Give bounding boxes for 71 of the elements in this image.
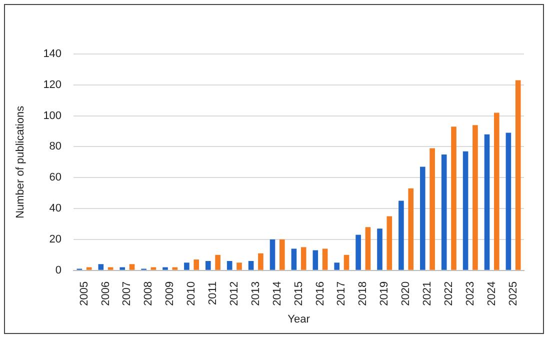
y-axis-title: Number of publications bbox=[14, 105, 27, 218]
bar bbox=[172, 267, 178, 270]
bar bbox=[226, 261, 232, 270]
bar bbox=[506, 132, 512, 270]
x-tick-label: 2005 bbox=[78, 281, 90, 306]
bar bbox=[377, 228, 382, 270]
x-tick-label: 2014 bbox=[271, 281, 284, 306]
y-tick-label: 100 bbox=[43, 110, 62, 122]
x-tick-label: 2022 bbox=[442, 281, 455, 306]
bar bbox=[365, 227, 371, 270]
x-tick-label: 2016 bbox=[314, 281, 326, 306]
x-tick-label: 2012 bbox=[228, 281, 240, 306]
bar bbox=[248, 261, 254, 270]
bar bbox=[322, 248, 328, 270]
x-tick-label: 2006 bbox=[100, 281, 112, 306]
bar bbox=[98, 264, 104, 270]
x-tick-label: 2024 bbox=[486, 281, 498, 306]
x-tick-label: 2023 bbox=[464, 281, 476, 306]
bar bbox=[280, 239, 285, 270]
y-tick-label: 60 bbox=[49, 172, 62, 184]
bar bbox=[441, 154, 447, 270]
y-tick-label: 120 bbox=[43, 78, 62, 91]
bar bbox=[312, 250, 318, 270]
x-axis-title: Year bbox=[288, 313, 310, 326]
x-tick-label: 2021 bbox=[422, 281, 434, 306]
bar bbox=[184, 262, 190, 270]
x-tick-label: 2017 bbox=[336, 281, 348, 306]
y-tick-label: 20 bbox=[49, 233, 62, 246]
bar bbox=[515, 80, 521, 270]
bar bbox=[215, 254, 220, 270]
bar bbox=[462, 151, 468, 270]
bar bbox=[236, 262, 242, 270]
x-tick-label: 2018 bbox=[357, 281, 370, 306]
bar bbox=[150, 267, 156, 270]
bar bbox=[484, 134, 490, 270]
bar bbox=[258, 253, 264, 270]
bar bbox=[205, 261, 211, 270]
bar bbox=[494, 112, 500, 270]
x-tick-label: 2007 bbox=[121, 281, 134, 306]
y-tick-label: 40 bbox=[49, 202, 62, 215]
bar bbox=[451, 126, 456, 270]
bar bbox=[194, 260, 200, 270]
bar bbox=[162, 267, 168, 270]
y-tick-label: 140 bbox=[43, 48, 62, 60]
bar bbox=[420, 166, 426, 270]
y-tick-label: 80 bbox=[49, 140, 62, 153]
x-tick-label: 2013 bbox=[250, 281, 262, 306]
bar bbox=[334, 262, 340, 270]
bar bbox=[120, 267, 126, 270]
x-tick-label: 2020 bbox=[400, 281, 412, 306]
y-tick-label: 0 bbox=[55, 264, 62, 276]
bar bbox=[129, 264, 135, 270]
bar bbox=[108, 267, 114, 270]
bar bbox=[356, 234, 361, 270]
x-tick-label: 2015 bbox=[292, 281, 305, 306]
x-tick-label: 2019 bbox=[378, 281, 391, 306]
x-tick-label: 2008 bbox=[142, 281, 155, 306]
bar bbox=[291, 248, 297, 270]
bar bbox=[344, 254, 350, 270]
bar bbox=[386, 216, 392, 270]
x-tick-label: 2011 bbox=[207, 281, 220, 305]
x-tick-label: 2010 bbox=[186, 281, 198, 306]
x-tick-label: 2025 bbox=[507, 281, 520, 306]
x-tick-label: 2009 bbox=[164, 281, 176, 306]
bar bbox=[472, 125, 478, 270]
bar bbox=[270, 239, 276, 270]
bar bbox=[300, 247, 306, 270]
bar bbox=[408, 188, 414, 270]
bar bbox=[398, 200, 404, 270]
bar bbox=[86, 267, 92, 270]
bar bbox=[430, 148, 435, 270]
